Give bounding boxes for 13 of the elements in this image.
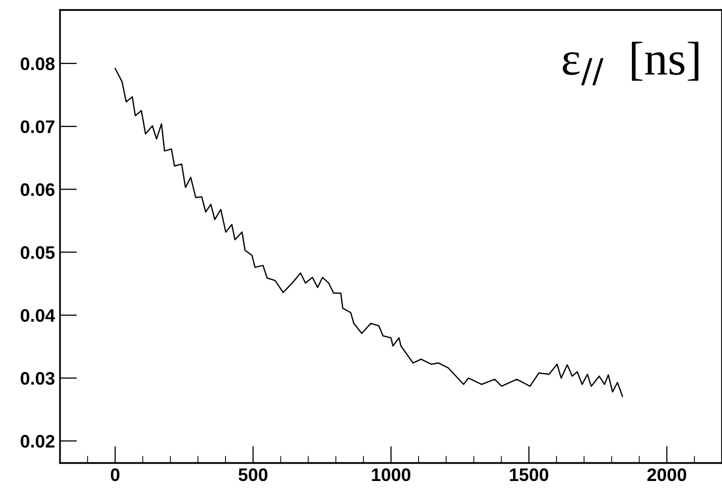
annotation: ε$_{//}$ [ns]	[562, 42, 698, 86]
y-tick-label: 0.05	[20, 246, 55, 259]
y-tick-label: 0.08	[20, 57, 55, 70]
y-tick-label: 0.04	[20, 309, 56, 322]
y-tick-label: 0.03	[20, 372, 54, 385]
x-tick-label: 1500	[510, 468, 548, 482]
y-tick-label: 0.06	[20, 183, 54, 196]
x-tick-label: 500	[238, 468, 268, 482]
x-tick-label: 2000	[647, 468, 686, 482]
x-tick-label: 0	[110, 468, 120, 482]
y-tick-label: 0.02	[20, 434, 54, 448]
x-tick-label: 1000	[372, 468, 410, 482]
y-tick-label: 0.07	[20, 120, 54, 134]
